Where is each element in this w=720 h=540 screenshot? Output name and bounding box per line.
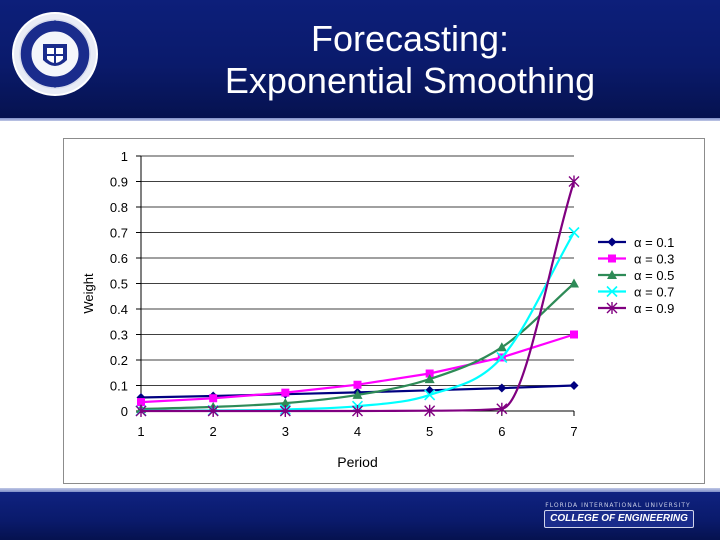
data-point (137, 398, 145, 407)
data-point (424, 374, 435, 384)
y-tick-label: 0.5 (110, 277, 128, 292)
data-point (496, 342, 507, 352)
smoothing-weights-chart: 0 0.1 0.2 0.3 0.4 0.5 0.6 0.7 0.8 0.9 1 1 2 3 4 5 6 7 Peri… (81, 149, 674, 470)
data-point (281, 388, 290, 397)
x-tick-label: 4 (354, 424, 361, 439)
college-logo-icon: FLORIDA INTERNATIONAL UNIVERSITY COLLEGE… (540, 502, 696, 530)
legend-marker (606, 285, 618, 298)
y-tick-label: 0.2 (110, 353, 128, 368)
y-tick-label: 0 (121, 404, 128, 419)
data-point (497, 383, 507, 393)
x-tick-label: 3 (282, 424, 289, 439)
series-5 (135, 175, 580, 417)
x-tick-label: 7 (570, 424, 577, 439)
x-tick-label: 6 (498, 424, 505, 439)
data-point (353, 380, 362, 389)
legend-label: α = 0.5 (634, 268, 674, 283)
y-axis-title: Weight (81, 273, 96, 314)
footer-divider (0, 488, 720, 492)
legend-label: α = 0.9 (634, 301, 674, 316)
data-point (496, 351, 508, 364)
logo-college-text: COLLEGE OF ENGINEERING (550, 513, 688, 524)
data-point (207, 405, 219, 417)
legend-marker (608, 254, 616, 263)
x-tick-label: 2 (210, 424, 217, 439)
legend-marker (607, 270, 617, 279)
data-point (568, 226, 580, 239)
data-point (135, 405, 147, 417)
chart-frame: 0 0.1 0.2 0.3 0.4 0.5 0.6 0.7 0.8 0.9 1 1 2 3 4 5 6 7 Peri… (63, 138, 705, 484)
legend-label: α = 0.1 (634, 235, 674, 250)
slide-header (0, 0, 720, 118)
data-point (569, 278, 579, 288)
series-line (141, 181, 576, 413)
y-tick-label: 0.1 (110, 379, 128, 394)
data-point (570, 330, 578, 339)
y-tick-label: 0.3 (110, 328, 128, 343)
header-divider (0, 118, 720, 121)
y-tick-label: 1 (121, 149, 128, 164)
y-tick-label: 0.7 (110, 226, 128, 241)
data-point (352, 405, 363, 417)
legend-marker (607, 237, 617, 247)
x-tick-label: 1 (137, 424, 144, 439)
y-tick-label: 0.8 (110, 200, 128, 215)
data-point (280, 398, 291, 408)
data-point (569, 381, 579, 390)
university-seal-icon (12, 12, 98, 96)
data-point (352, 389, 363, 399)
x-tick-label: 5 (426, 424, 433, 439)
x-axis-title: Period (337, 454, 377, 470)
slide-title-line2: Exponential Smoothing (224, 60, 596, 101)
y-tick-label: 0.4 (110, 302, 128, 317)
data-point (424, 389, 436, 401)
data-point (568, 175, 580, 188)
data-point (209, 394, 218, 403)
data-point (279, 405, 291, 417)
y-tick-label: 0.9 (110, 175, 128, 190)
legend-label: α = 0.7 (634, 285, 674, 300)
slide-title: Forecasting: Exponential Smoothing (150, 18, 670, 102)
legend-marker (606, 302, 618, 314)
y-tick-label: 0.6 (110, 251, 128, 266)
logo-box: COLLEGE OF ENGINEERING (544, 510, 694, 528)
legend-label: α = 0.3 (634, 252, 674, 267)
data-point (424, 404, 436, 417)
slide-title-line1: Forecasting: (310, 18, 510, 59)
data-point (496, 402, 508, 415)
data-point (425, 369, 434, 378)
logo-university-text: FLORIDA INTERNATIONAL UNIVERSITY (545, 502, 691, 509)
series-3 (136, 278, 579, 413)
